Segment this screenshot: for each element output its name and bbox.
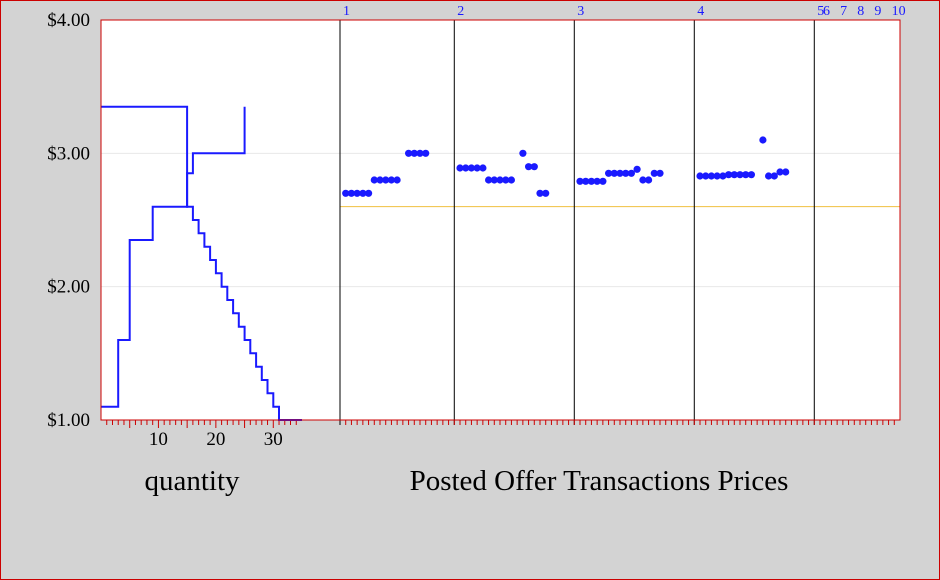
transaction-point <box>605 169 613 177</box>
transaction-point <box>410 149 418 157</box>
transaction-point <box>393 176 401 184</box>
transaction-point <box>456 164 464 172</box>
transaction-point <box>770 172 778 180</box>
transaction-point <box>707 172 716 180</box>
transaction-point <box>650 169 658 177</box>
period-label: 8 <box>857 4 864 19</box>
period-label: 6 <box>823 4 830 19</box>
transaction-point <box>736 171 744 179</box>
transaction-point <box>616 169 624 177</box>
transaction-point <box>525 163 533 171</box>
period-label: 7 <box>840 4 847 19</box>
transaction-point <box>587 177 596 185</box>
transaction-points <box>342 136 790 197</box>
transaction-point <box>519 149 527 157</box>
chart-title: Posted Offer Transactions Prices <box>410 465 789 497</box>
plot-border <box>100 19 901 421</box>
transaction-point <box>656 169 664 177</box>
x-tick-label: 20 <box>206 429 225 450</box>
axis-labels: $1.00 $2.00 $3.00 $4.00 10 20 30 1 2 3 4 56 7 8 9 10 qua… <box>47 4 905 497</box>
transaction-point <box>462 164 470 172</box>
transaction-point <box>507 176 515 184</box>
transaction-point <box>627 169 636 177</box>
transaction-point <box>742 171 750 179</box>
y-tick-label: $4.00 <box>47 10 90 31</box>
transaction-point <box>593 177 601 185</box>
transaction-point <box>645 176 653 184</box>
transaction-point <box>610 169 618 177</box>
tick-marks <box>106 420 895 428</box>
transaction-point <box>639 176 647 184</box>
period-label: 10 <box>892 4 906 19</box>
transaction-point <box>633 165 641 173</box>
transaction-point <box>376 176 384 184</box>
y-tick-label: $2.00 <box>47 277 90 298</box>
transaction-point <box>370 176 378 184</box>
transaction-point <box>365 189 373 197</box>
period-label: 2 <box>457 4 464 19</box>
y-tick-label: $1.00 <box>47 410 90 431</box>
transaction-point <box>599 177 607 185</box>
transaction-point <box>405 149 413 157</box>
transaction-point <box>730 171 738 179</box>
transaction-point <box>713 172 721 180</box>
transaction-point <box>696 172 704 180</box>
transaction-point <box>502 176 510 184</box>
transaction-point <box>530 163 538 171</box>
transaction-point <box>747 171 756 179</box>
transaction-point <box>479 164 487 172</box>
supply-demand-curves <box>101 105 302 421</box>
transaction-point <box>765 172 773 180</box>
x-axis-title: quantity <box>144 465 240 497</box>
transaction-point <box>387 176 395 184</box>
transaction-point <box>467 164 475 172</box>
period-label: 4 <box>697 4 704 19</box>
transaction-point <box>719 172 727 180</box>
demand-curve <box>101 105 302 421</box>
transaction-point <box>759 136 767 144</box>
transaction-point <box>416 149 424 157</box>
y-tick-label: $3.00 <box>47 143 90 164</box>
x-tick-label: 10 <box>149 429 168 450</box>
transaction-point <box>422 149 430 157</box>
transaction-point <box>702 172 710 180</box>
transaction-point <box>582 177 590 185</box>
transaction-point <box>782 168 790 176</box>
transaction-point <box>473 164 481 172</box>
transaction-point <box>496 176 504 184</box>
transaction-point <box>382 176 390 184</box>
transaction-point <box>776 168 784 176</box>
plot-area <box>101 20 900 420</box>
transaction-point <box>542 189 550 197</box>
transaction-point <box>353 189 361 197</box>
transaction-point <box>622 169 630 177</box>
transaction-point <box>359 189 367 197</box>
period-label: 5 <box>817 4 824 19</box>
transaction-point <box>725 171 733 179</box>
transaction-point <box>342 189 350 197</box>
period-label: 1 <box>343 4 350 19</box>
transaction-point <box>490 176 498 184</box>
period-label: 3 <box>577 4 584 19</box>
transaction-point <box>536 189 544 197</box>
transaction-point <box>576 177 584 185</box>
transaction-point <box>485 176 493 184</box>
transaction-point <box>347 189 355 197</box>
x-tick-label: 30 <box>264 429 283 450</box>
period-label: 9 <box>874 4 881 19</box>
supply-curve <box>101 106 246 408</box>
period-dividers <box>339 20 815 425</box>
